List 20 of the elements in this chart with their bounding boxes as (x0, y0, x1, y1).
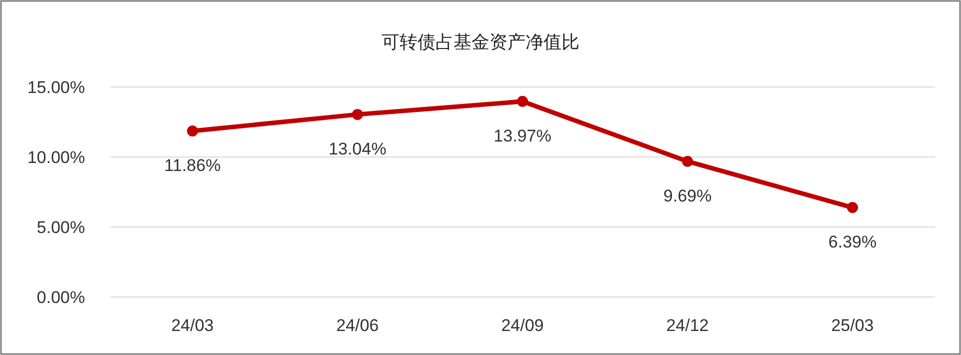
data-label: 9.69% (663, 186, 712, 206)
data-label: 11.86% (164, 156, 221, 175)
data-label: 6.39% (828, 232, 877, 252)
point (682, 156, 693, 167)
x-tick-label: 24/09 (501, 316, 544, 335)
point (187, 125, 198, 136)
y-tick-label: 0.00% (36, 288, 85, 307)
point (517, 96, 528, 107)
y-tick-label: 10.00% (27, 148, 85, 167)
y-tick-label: 5.00% (36, 218, 85, 237)
y-tick-label: 15.00% (27, 78, 85, 97)
x-tick-label: 24/03 (171, 316, 214, 335)
chart-title: 可转债占基金资产净值比 (382, 32, 580, 52)
data-label: 13.97% (494, 126, 552, 146)
x-tick-label: 24/12 (666, 316, 709, 335)
x-tick-label: 25/03 (831, 316, 874, 335)
x-tick-label: 24/06 (336, 316, 379, 335)
point (847, 202, 858, 214)
data-label: 13.04% (328, 139, 386, 158)
point (352, 108, 363, 120)
